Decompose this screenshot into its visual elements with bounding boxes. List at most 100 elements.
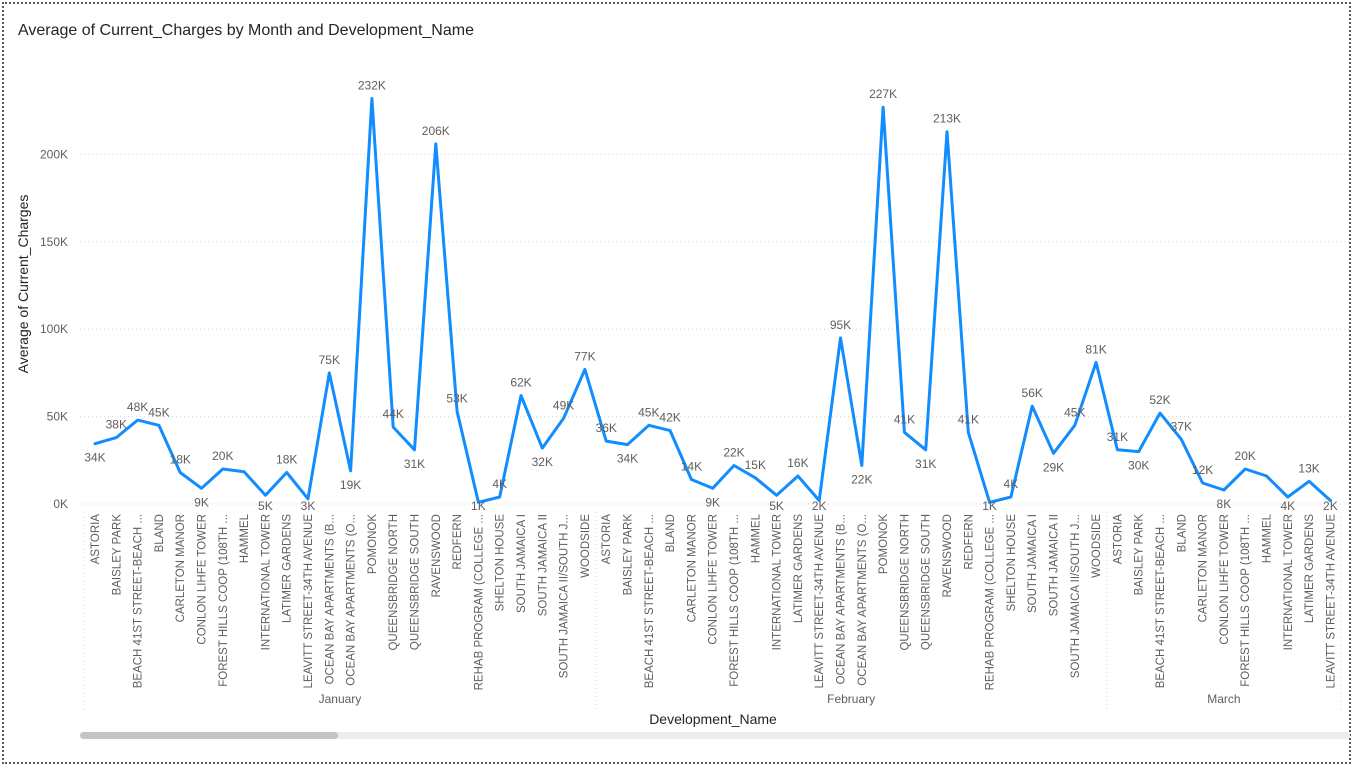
x-tick-label: REDFERN <box>963 514 975 570</box>
data-label: 77K <box>574 349 595 363</box>
data-point[interactable] <box>1242 466 1248 472</box>
data-point[interactable] <box>518 393 524 399</box>
x-tick-label: BLAND <box>665 514 677 552</box>
x-tick-label: HAMMEL <box>1262 513 1274 563</box>
month-label: February <box>827 692 875 706</box>
data-label: 62K <box>510 376 531 390</box>
data-point[interactable] <box>92 441 98 447</box>
x-tick-label: QUEENSBRIDGE SOUTH <box>921 514 933 650</box>
data-point[interactable] <box>1029 403 1035 409</box>
data-label: 4K <box>492 477 507 491</box>
data-point[interactable] <box>582 366 588 372</box>
data-point[interactable] <box>135 417 141 423</box>
data-point[interactable] <box>603 438 609 444</box>
data-point[interactable] <box>731 463 737 469</box>
data-point[interactable] <box>1178 436 1184 442</box>
data-point[interactable] <box>838 335 844 341</box>
data-label: 30K <box>1128 459 1149 473</box>
x-tick-label: BAISLEY PARK <box>1134 514 1146 596</box>
data-label: 75K <box>319 353 340 367</box>
x-tick-label: SOUTH JAMAICA I <box>1027 514 1039 613</box>
month-label: January <box>319 692 362 706</box>
series-line-path[interactable] <box>93 97 1332 504</box>
data-point[interactable] <box>177 470 183 476</box>
data-point[interactable] <box>1306 478 1312 484</box>
line-chart[interactable]: 0K 50K 100K 150K 200K January ASTORIA BAISLEY … <box>4 4 1349 762</box>
x-tick-label: REDFERN <box>452 514 464 570</box>
data-label: 29K <box>1043 460 1064 474</box>
horizontal-scrollbar[interactable] <box>80 732 1350 739</box>
data-label: 4K <box>1004 477 1019 491</box>
data-point[interactable] <box>688 477 694 483</box>
data-point[interactable] <box>412 447 418 453</box>
data-point[interactable] <box>1157 410 1163 416</box>
x-tick-label: HAMMEL <box>239 513 251 563</box>
data-point[interactable] <box>1114 447 1120 453</box>
data-point[interactable] <box>326 370 332 376</box>
data-label: 49K <box>553 398 574 412</box>
data-point[interactable] <box>965 429 971 435</box>
x-tick-label: CARLETON MANOR <box>1198 514 1210 622</box>
data-point[interactable] <box>923 447 929 453</box>
data-point[interactable] <box>156 422 162 428</box>
data-point[interactable] <box>369 95 375 101</box>
data-point[interactable] <box>561 415 567 421</box>
data-label: 52K <box>1149 393 1170 407</box>
data-label: 227K <box>869 87 897 101</box>
data-point[interactable] <box>348 468 354 474</box>
data-label: 9K <box>705 495 720 509</box>
data-label: 31K <box>404 457 425 471</box>
data-label: 44K <box>383 407 404 421</box>
data-point[interactable] <box>752 475 758 481</box>
data-point[interactable] <box>241 469 247 475</box>
data-point[interactable] <box>539 445 545 451</box>
x-tick-label: BEACH 41ST STREET-BEACH ... <box>133 514 145 688</box>
data-label: 34K <box>617 452 638 466</box>
x-tick-label: LEAVITT STREET-34TH AVENUE <box>814 514 826 689</box>
scrollbar-thumb[interactable] <box>80 732 338 739</box>
data-point[interactable] <box>1008 494 1014 500</box>
data-point[interactable] <box>667 428 673 434</box>
data-point[interactable] <box>1200 480 1206 486</box>
data-point[interactable] <box>646 422 652 428</box>
data-point[interactable] <box>944 129 950 135</box>
data-point[interactable] <box>774 492 780 498</box>
data-label: 14K <box>681 460 702 474</box>
data-point[interactable] <box>390 424 396 430</box>
data-point[interactable] <box>454 408 460 414</box>
data-label: 22K <box>723 446 744 460</box>
data-point[interactable] <box>710 485 716 491</box>
data-point[interactable] <box>859 463 865 469</box>
data-point[interactable] <box>1072 422 1078 428</box>
data-point[interactable] <box>880 104 886 110</box>
data-label: 31K <box>1107 430 1128 444</box>
data-point[interactable] <box>497 494 503 500</box>
data-point[interactable] <box>113 435 119 441</box>
data-point[interactable] <box>901 429 907 435</box>
data-label: 16K <box>787 456 808 470</box>
data-label: 20K <box>212 449 233 463</box>
month-label: March <box>1207 692 1240 706</box>
data-point[interactable] <box>220 466 226 472</box>
data-point[interactable] <box>1136 449 1142 455</box>
data-point[interactable] <box>1221 487 1227 493</box>
data-label: 45K <box>638 405 659 419</box>
data-point[interactable] <box>1051 450 1057 456</box>
y-axis-title: Average of Current_Charges <box>15 195 31 374</box>
x-tick-label: WOODSIDE <box>1091 514 1103 578</box>
x-tick-label: INTERNATIONAL TOWER <box>1283 514 1295 650</box>
data-label: 31K <box>915 457 936 471</box>
data-label: 15K <box>745 458 766 472</box>
data-point[interactable] <box>1264 473 1270 479</box>
data-point[interactable] <box>625 442 631 448</box>
data-point[interactable] <box>795 473 801 479</box>
data-point[interactable] <box>262 492 268 498</box>
y-tick-label: 100K <box>40 322 68 336</box>
data-point[interactable] <box>1093 359 1099 365</box>
data-point[interactable] <box>284 470 290 476</box>
x-tick-label: QUEENSBRIDGE NORTH <box>899 514 911 651</box>
data-point[interactable] <box>199 485 205 491</box>
data-point[interactable] <box>433 141 439 147</box>
